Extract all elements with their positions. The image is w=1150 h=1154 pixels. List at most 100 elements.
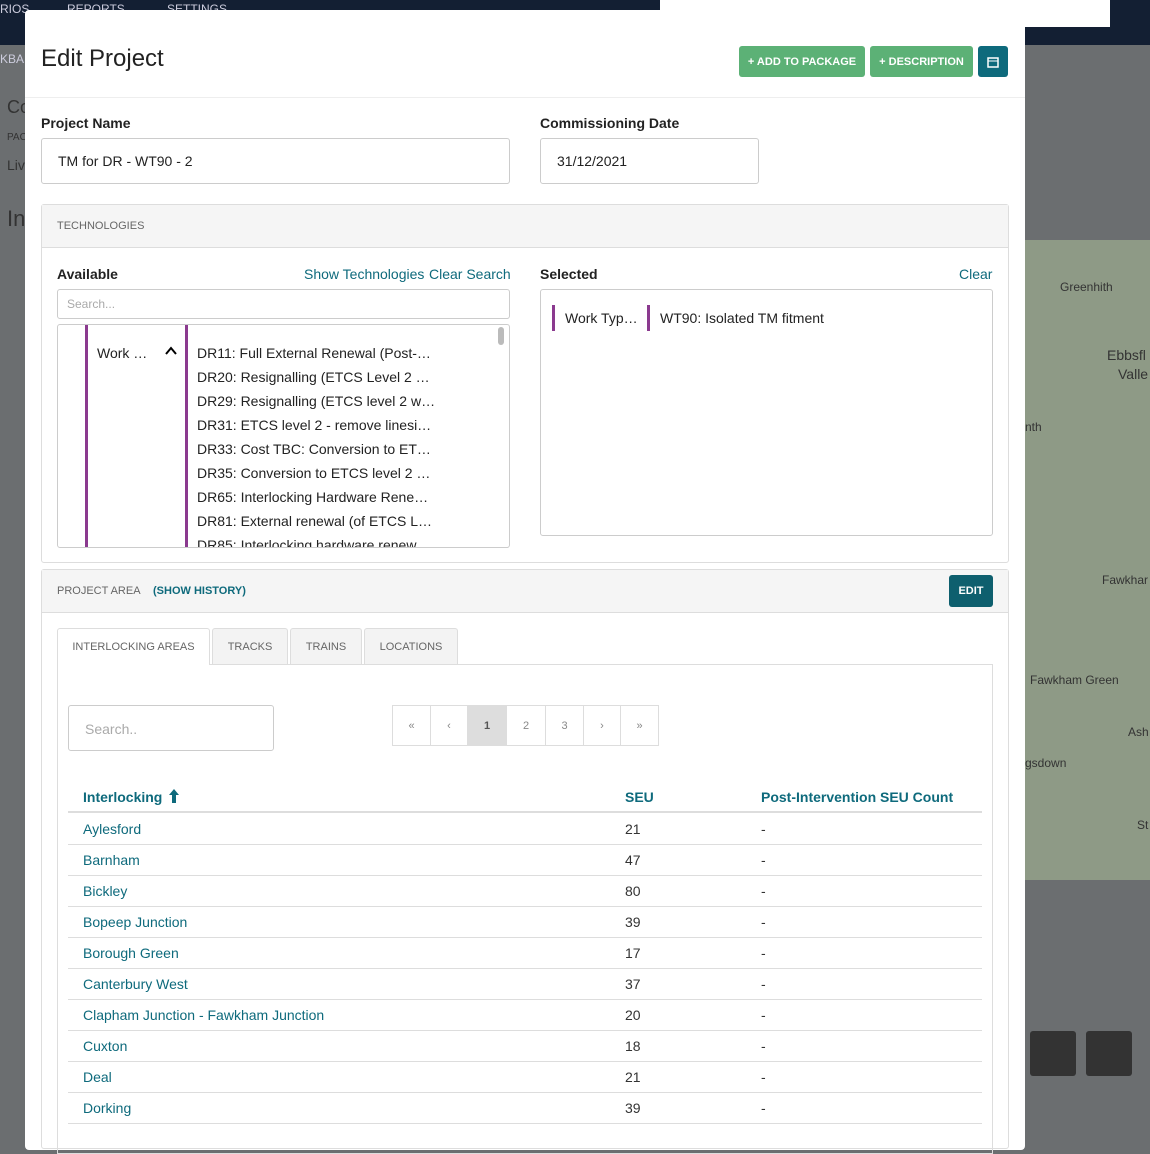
column-header[interactable]: Interlocking [83, 789, 162, 805]
background-label: Valle [1118, 366, 1148, 382]
available-item[interactable]: DR20: Resignalling (ETCS Level 2 … [197, 369, 430, 385]
panel-header [42, 205, 1008, 248]
field-label: Commissioning Date [540, 115, 679, 131]
table-cell: - [761, 1069, 766, 1085]
edit-button[interactable]: EDIT [949, 575, 993, 607]
tab[interactable]: LOCATIONS [364, 628, 458, 664]
interlocking-link[interactable]: Bopeep Junction [83, 914, 187, 930]
add-to-package-button[interactable]: + ADD TO PACKAGE [739, 46, 865, 77]
interlocking-link[interactable]: Bickley [83, 883, 127, 899]
row-rule [68, 1092, 982, 1093]
table-cell: 37 [625, 976, 641, 992]
row-rule [68, 1030, 982, 1031]
show-technologies-link[interactable]: Show Technologies [304, 266, 424, 282]
divider [25, 97, 1025, 98]
interlocking-link[interactable]: Aylesford [83, 821, 141, 837]
field-label: Project Name [41, 115, 130, 131]
column-header[interactable]: Post-Intervention SEU Count [761, 789, 953, 805]
map[interactable] [1025, 240, 1150, 880]
row-rule [68, 937, 982, 938]
table-cell: - [761, 914, 766, 930]
row-rule [68, 844, 982, 845]
interlocking-link[interactable]: Cuxton [83, 1038, 127, 1054]
table-cell: 80 [625, 883, 641, 899]
available-item[interactable]: DR11: Full External Renewal (Post-… [197, 345, 431, 361]
available-group[interactable]: Work … [97, 345, 147, 361]
available-item[interactable]: DR35: Conversion to ETCS level 2 … [197, 465, 430, 481]
page-button[interactable]: › [583, 705, 621, 746]
clear-link[interactable]: Clear [959, 266, 992, 282]
scrollbar [498, 327, 504, 345]
selected-label: Selected [540, 266, 598, 282]
caret-icon [165, 346, 177, 356]
interlocking-link[interactable]: Borough Green [83, 945, 179, 961]
header-rule [68, 811, 982, 813]
page-button[interactable]: « [392, 705, 431, 746]
available-item[interactable]: DR85: Interlocking hardware renew… [197, 537, 430, 548]
clear-search-link[interactable]: Clear Search [429, 266, 511, 282]
download-button[interactable] [1086, 1031, 1132, 1076]
collapse-caret [165, 343, 177, 359]
tab[interactable]: TRACKS [212, 628, 288, 664]
available-item[interactable]: DR65: Interlocking Hardware Rene… [197, 489, 428, 505]
table-cell: - [761, 852, 766, 868]
group-bar [647, 305, 650, 331]
tab[interactable]: TRAINS [290, 628, 362, 664]
table-cell: 39 [625, 914, 641, 930]
table-cell: - [761, 1038, 766, 1054]
show-history-link[interactable]: (SHOW HISTORY) [153, 585, 246, 597]
interlocking-link[interactable]: Dorking [83, 1100, 131, 1116]
background-label: Ebbsfl [1107, 347, 1146, 363]
table-cell: 39 [625, 1100, 641, 1116]
table-cell: 21 [625, 821, 641, 837]
table-cell: - [761, 945, 766, 961]
available-label: Available [57, 266, 118, 282]
background-label: St [1137, 818, 1148, 832]
row-rule [68, 999, 982, 1000]
interlocking-link[interactable]: Barnham [83, 852, 140, 868]
table-cell: 18 [625, 1038, 641, 1054]
interlocking-link[interactable]: Canterbury West [83, 976, 188, 992]
interlocking-link[interactable]: Clapham Junction - Fawkham Junction [83, 1007, 324, 1023]
available-item[interactable]: DR31: ETCS level 2 - remove linesi… [197, 417, 431, 433]
available-list: Work … DR11: Full External Renewal (Post-… [57, 324, 510, 548]
calendar-button[interactable] [978, 46, 1008, 77]
row-rule [68, 875, 982, 876]
column-header[interactable]: SEU [625, 789, 654, 805]
page-button[interactable]: » [620, 705, 659, 746]
background-label: Greenhith [1060, 280, 1113, 294]
selected-item[interactable]: WT90: Isolated TM fitment [660, 310, 824, 326]
background-label: nth [1025, 420, 1042, 434]
available-item[interactable]: DR33: Cost TBC: Conversion to ET… [197, 441, 431, 457]
available-item[interactable]: DR29: Resignalling (ETCS level 2 w… [197, 393, 435, 409]
table-cell: - [761, 883, 766, 899]
background-label: In [7, 206, 25, 232]
background-label: Liv [7, 157, 25, 173]
technology-search[interactable]: Search... [57, 289, 510, 319]
description-button[interactable]: + DESCRIPTION [870, 46, 973, 77]
table-search[interactable]: Search.. [68, 705, 274, 751]
interlocking-link[interactable]: Deal [83, 1069, 112, 1085]
background-label: Fawkham Green [1030, 673, 1119, 687]
sort-icon [168, 788, 180, 809]
page-button[interactable]: 3 [545, 705, 584, 746]
background-label: Ash [1128, 725, 1149, 739]
row-rule [68, 906, 982, 907]
date-input[interactable]: 31/12/2021 [540, 138, 759, 184]
row-rule [68, 1123, 982, 1124]
tab[interactable]: INTERLOCKING AREAS [57, 628, 210, 665]
page-button[interactable]: 2 [506, 705, 546, 746]
panel-title: PROJECT AREA [57, 585, 141, 597]
available-item[interactable]: DR81: External renewal (of ETCS L… [197, 513, 432, 529]
table-cell: - [761, 821, 766, 837]
calendar-icon [987, 56, 999, 68]
row-rule [68, 968, 982, 969]
table-cell: - [761, 976, 766, 992]
page-button[interactable]: 1 [467, 705, 507, 746]
project-name-input[interactable]: TM for DR - WT90 - 2 [41, 138, 510, 184]
upload-button[interactable] [1030, 1031, 1076, 1076]
table-cell: 21 [625, 1069, 641, 1085]
page-button[interactable]: ‹ [430, 705, 468, 746]
table-cell: 47 [625, 852, 641, 868]
